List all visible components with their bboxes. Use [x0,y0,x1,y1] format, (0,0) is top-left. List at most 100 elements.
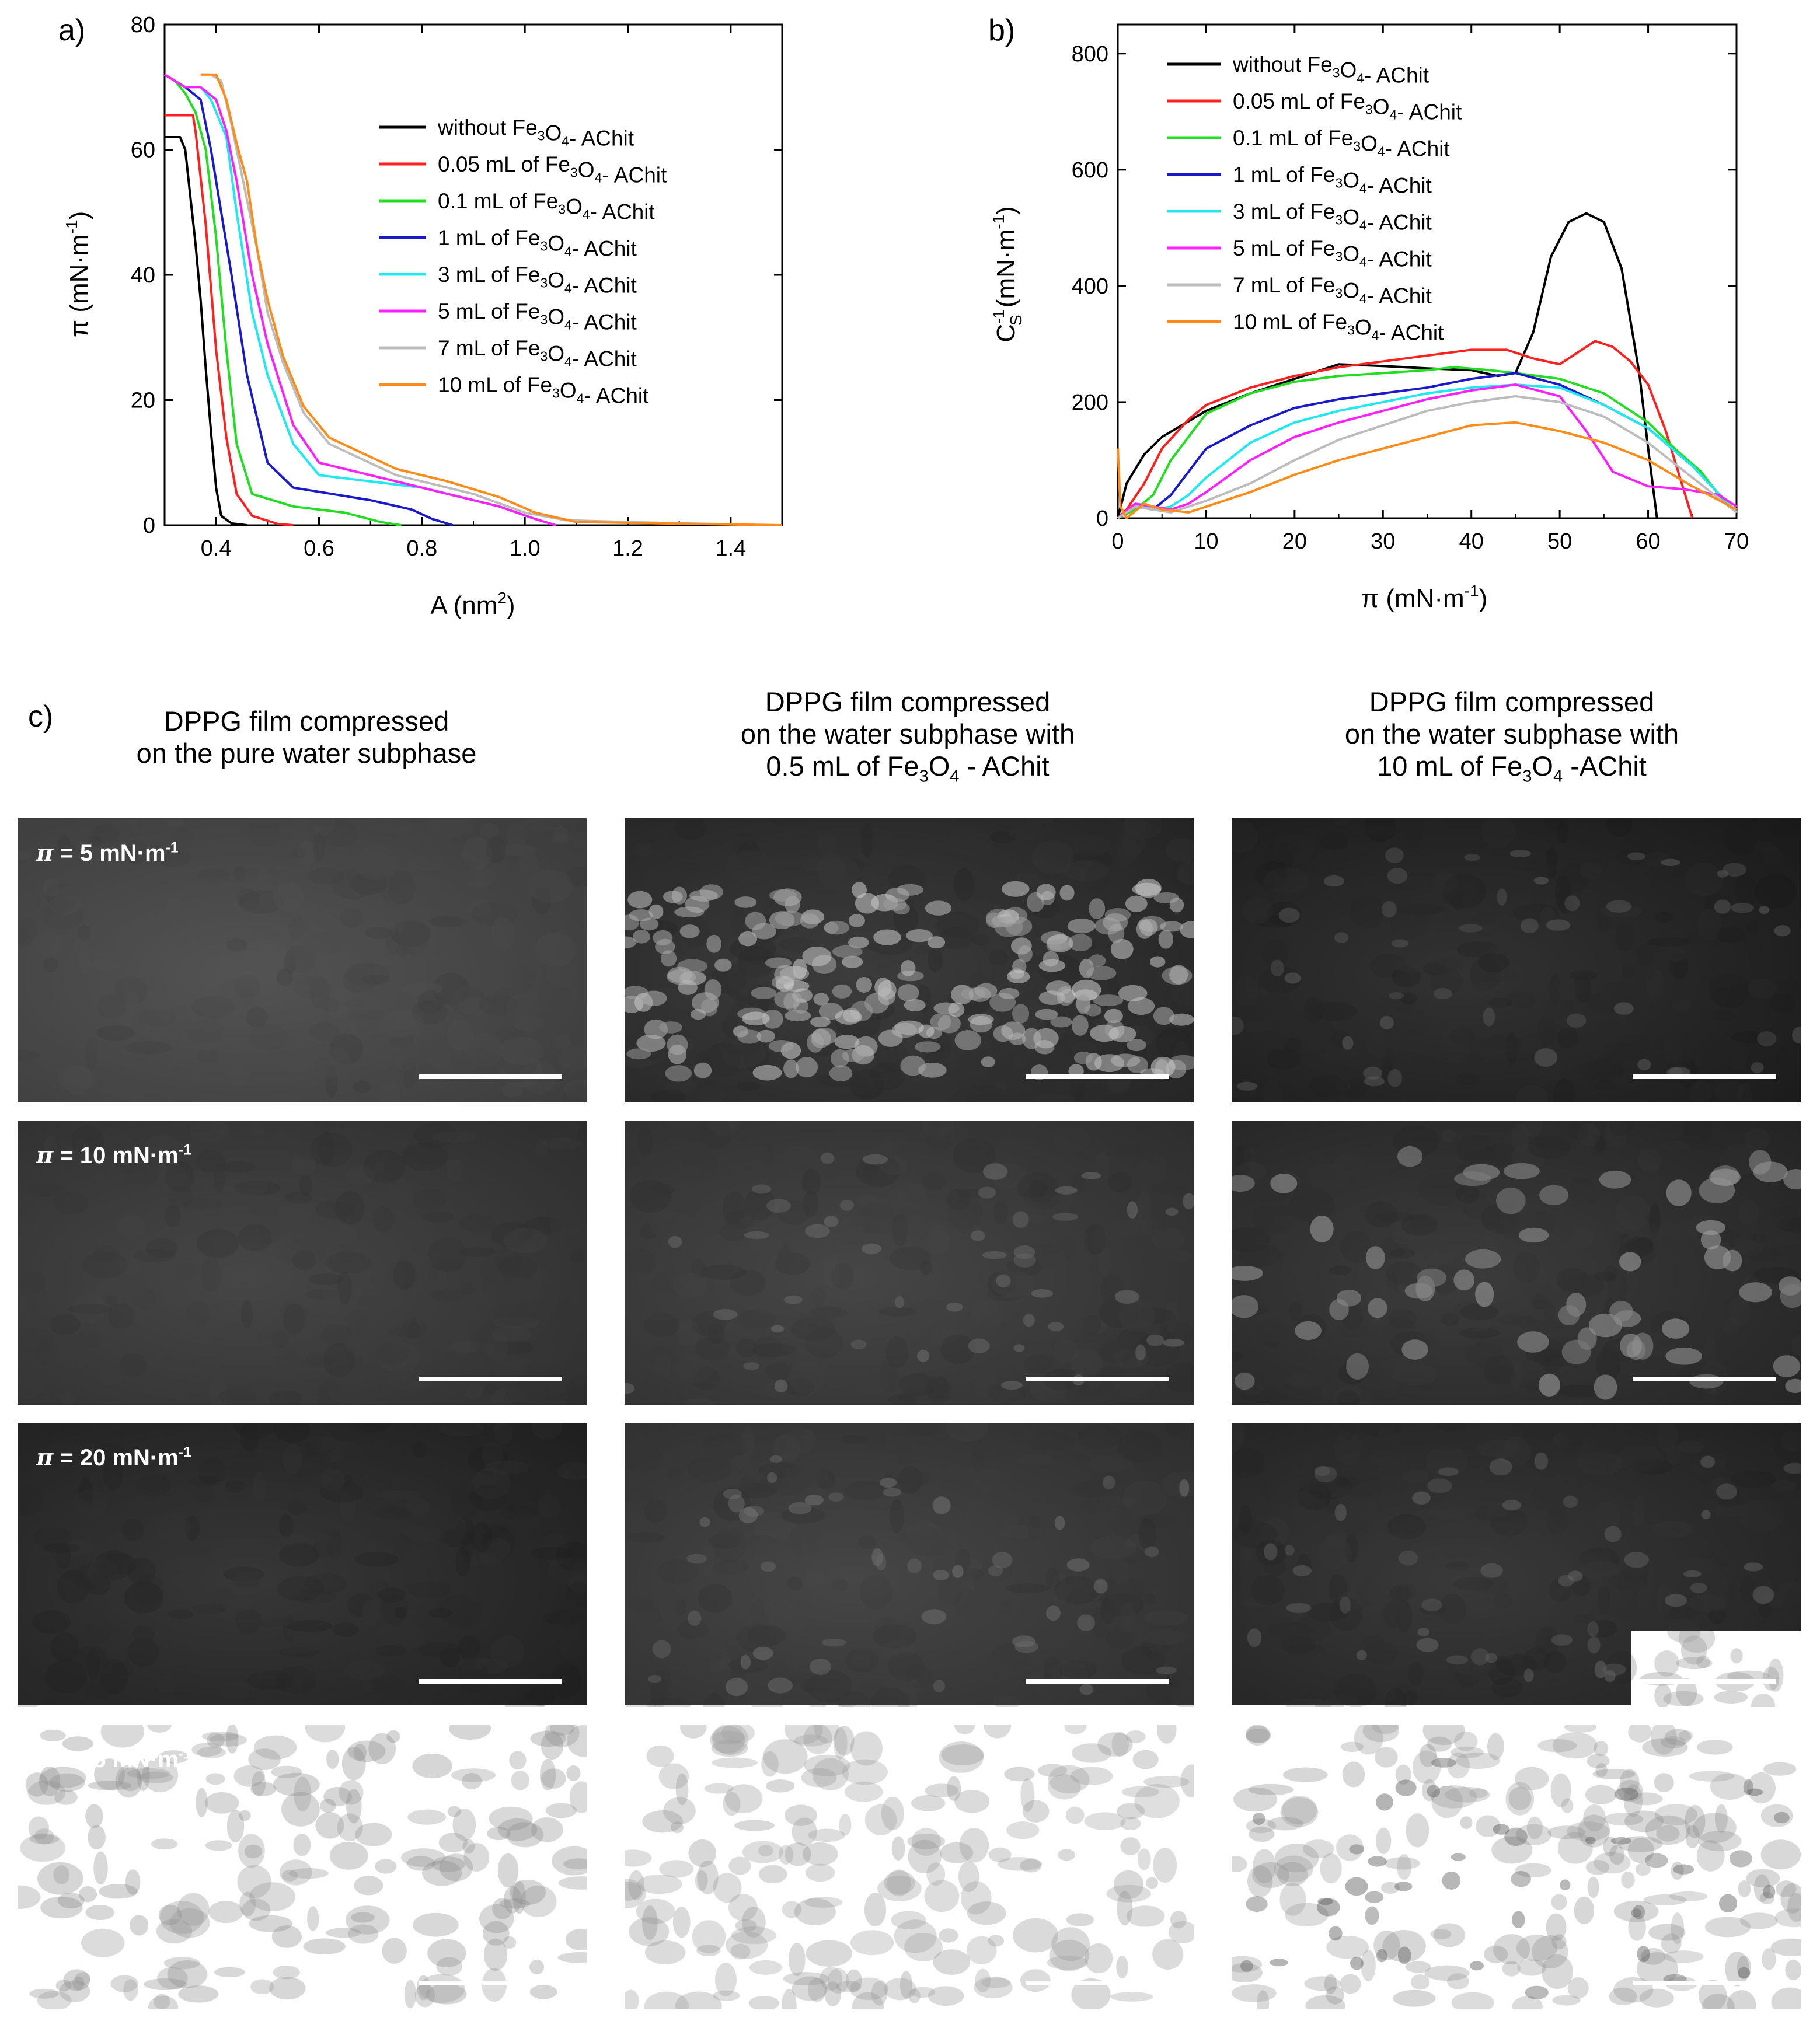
micrograph-image [1232,1423,1801,1707]
column-header-pure-water: DPPG film compressed on the pure water s… [50,705,563,769]
legend-label-s3: 3 mL of Fe3O4- AChit [1233,200,1432,235]
series-line-s10 [1118,423,1737,518]
micrograph-image [1232,818,1801,1102]
surface-pressure-label: π = 5 mN·m-1 [36,839,179,867]
micrograph-r2-c2 [625,1121,1194,1405]
y-tick-label: 600 [1072,158,1108,183]
legend-label-s005: 0.05 mL of Fe3O4- AChit [1233,89,1462,124]
x-tick-label: 50 [1547,529,1572,554]
micrograph-r2-c1: π = 10 mN·m-1 [18,1121,587,1405]
series-line-s01 [1118,367,1737,518]
column-header-line: 10 mL of Fe3O4 -AChit [1255,750,1769,793]
scale-bar [1633,1377,1776,1381]
column-header-line: on the water subphase with [1255,718,1769,750]
series-line-s1 [1118,373,1737,518]
y-tick-label: 80 [131,13,155,37]
micrograph-image [625,1423,1194,1707]
surface-pressure-label: π = 10 mN·m-1 [36,1142,191,1169]
surface-pressure-label: π = 20 mN·m-1 [36,1444,191,1471]
y-tick-label: 0 [1096,507,1108,531]
y-tick-label: 400 [1072,274,1108,299]
x-tick-label: 20 [1282,529,1307,554]
y-tick-label: 200 [1072,390,1108,415]
scale-bar [419,1074,562,1079]
micrograph-r4-c1: π = 35 mN·m-1 [18,1725,587,2009]
column-header-line: on the water subphase with [651,718,1164,750]
scale-bar [1633,1679,1776,1684]
plot-frame [1118,25,1737,518]
scale-bar [1026,1679,1169,1684]
scale-bar [1633,1074,1776,1079]
legend-label-s01: 0.1 mL of Fe3O4- AChit [438,189,655,224]
scale-bar [1633,1981,1776,1985]
micrograph-r2-c3 [1232,1121,1801,1405]
micrograph-image [625,1121,1194,1405]
plots-area: 0.4 0.6 0.8 1.0 1.2 1.4 0 20 40 60 80 without Fe3O4… [0,0,1820,642]
y-axis-title: C-1S (mN·m-1) [989,206,1025,343]
legend-label-s10: 10 mL of Fe3O4- AChit [1233,310,1444,345]
panel-label-b: b) [988,13,1015,48]
chart-b: 0 10 20 30 40 50 60 70 0 200 400 600 800 without Fe3O… [989,25,1749,613]
micrograph-image [1232,1121,1801,1405]
x-tick-label: 70 [1724,529,1749,554]
micrograph-r1-c2 [625,818,1194,1102]
micrograph-r1-c1: π = 5 mN·m-1 [18,818,587,1102]
x-tick-label: 40 [1459,529,1484,554]
y-tick-label: 60 [131,138,155,163]
x-tick-label: 0.4 [201,536,232,561]
y-tick-label: 0 [143,514,155,538]
column-header-line: on the pure water subphase [50,737,563,769]
column-header-line: 0.5 mL of Fe3O4 - AChit [651,750,1164,793]
micrograph-r3-c1: π = 20 mN·m-1 [18,1423,587,1707]
x-tick-label: 1.4 [715,536,746,561]
x-tick-label: 0 [1111,529,1124,554]
column-header-line: DPPG film compressed [50,705,563,737]
legend-label-s10: 10 mL of Fe3O4- AChit [438,373,649,408]
legend-label-without: without Fe3O4- AChit [437,116,634,151]
panel-label-a: a) [58,13,85,48]
legend: without Fe3O4- AChit0.05 mL of Fe3O4- AC… [1167,53,1462,345]
legend-label-s7: 7 mL of Fe3O4- AChit [1233,273,1432,308]
column-header-0-5ml: DPPG film compressed on the water subpha… [651,686,1164,793]
legend-label-s005: 0.05 mL of Fe3O4- AChit [438,152,667,187]
micrograph-image [625,818,1194,1102]
legend-label-s1: 1 mL of Fe3O4- AChit [438,226,637,261]
scale-bar [419,1981,562,1985]
x-tick-label: 1.0 [510,536,541,561]
y-tick-label: 40 [131,263,155,288]
x-axis-title: A (nm2) [430,589,515,620]
micrograph-r4-c2 [625,1725,1194,2009]
scale-bar [1026,1981,1169,1985]
surface-pressure-label: π = 35 mN·m-1 [36,1746,191,1773]
x-axis-title: π (mN·m-1) [1361,582,1488,613]
micrograph-r4-c3 [1232,1725,1801,2009]
legend-label-s5: 5 mL of Fe3O4- AChit [1233,236,1432,271]
legend-label-s1: 1 mL of Fe3O4- AChit [1233,163,1432,198]
column-header-line: DPPG film compressed [1255,686,1769,718]
legend-label-s7: 7 mL of Fe3O4- AChit [438,336,637,371]
legend-label-s01: 0.1 mL of Fe3O4- AChit [1233,126,1450,161]
column-header-10ml: DPPG film compressed on the water subpha… [1255,686,1769,793]
chart-a: 0.4 0.6 0.8 1.0 1.2 1.4 0 20 40 60 80 without Fe3O4… [62,13,782,620]
y-axis-title: π (mN·m-1) [62,211,93,338]
x-tick-label: 60 [1636,529,1660,554]
scale-bar [419,1679,562,1684]
legend-label-s3: 3 mL of Fe3O4- AChit [438,263,637,298]
y-tick-label: 800 [1072,42,1108,67]
micrograph-image [625,1725,1194,2009]
micrograph-r1-c3 [1232,818,1801,1102]
x-tick-label: 10 [1194,529,1218,554]
legend-label-without: without Fe3O4- AChit [1232,53,1429,88]
micrograph-r3-c3 [1232,1423,1801,1707]
legend: without Fe3O4- AChit0.05 mL of Fe3O4- AC… [379,116,667,408]
series-line-s1 [165,75,453,525]
column-header-line: DPPG film compressed [651,686,1164,718]
y-tick-label: 20 [131,389,155,413]
scale-bar [419,1377,562,1381]
micrograph-r3-c2 [625,1423,1194,1707]
x-tick-label: 0.8 [406,536,437,561]
scale-bar [1026,1074,1169,1079]
scale-bar [1026,1377,1169,1381]
x-tick-label: 1.2 [612,536,643,561]
x-tick-label: 0.6 [304,536,334,561]
